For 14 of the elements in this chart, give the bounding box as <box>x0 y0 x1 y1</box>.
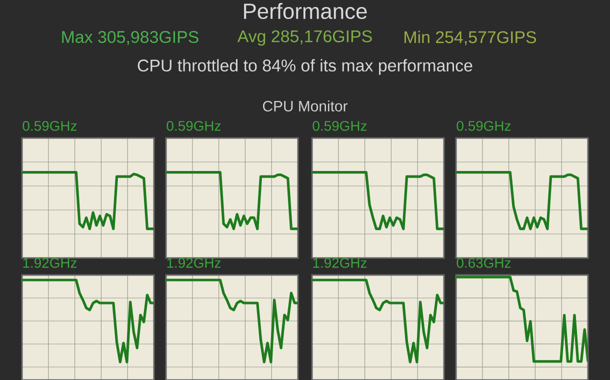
text: Avg 285,176GIPS <box>237 30 372 46</box>
text: CPU throttled to 84% of its max performance <box>138 59 472 75</box>
text: CPU Monitor <box>263 100 348 112</box>
chart-title: 0.63GHz <box>456 258 511 268</box>
text: Max 305,983GIPS <box>62 31 198 45</box>
chart-title: 1.92GHz <box>313 258 367 268</box>
text: Min 254,577GIPS <box>404 30 536 46</box>
chart-title: 0.59GHz <box>312 120 367 131</box>
chart-title: 1.92GHz <box>167 258 221 268</box>
chart-title: 1.92GHz <box>23 258 77 268</box>
chart-title: 0.59GHz <box>456 120 511 131</box>
chart-title: 0.59GHz <box>22 120 77 131</box>
text: Performance <box>244 2 367 20</box>
chart-title: 0.59GHz <box>166 120 221 131</box>
